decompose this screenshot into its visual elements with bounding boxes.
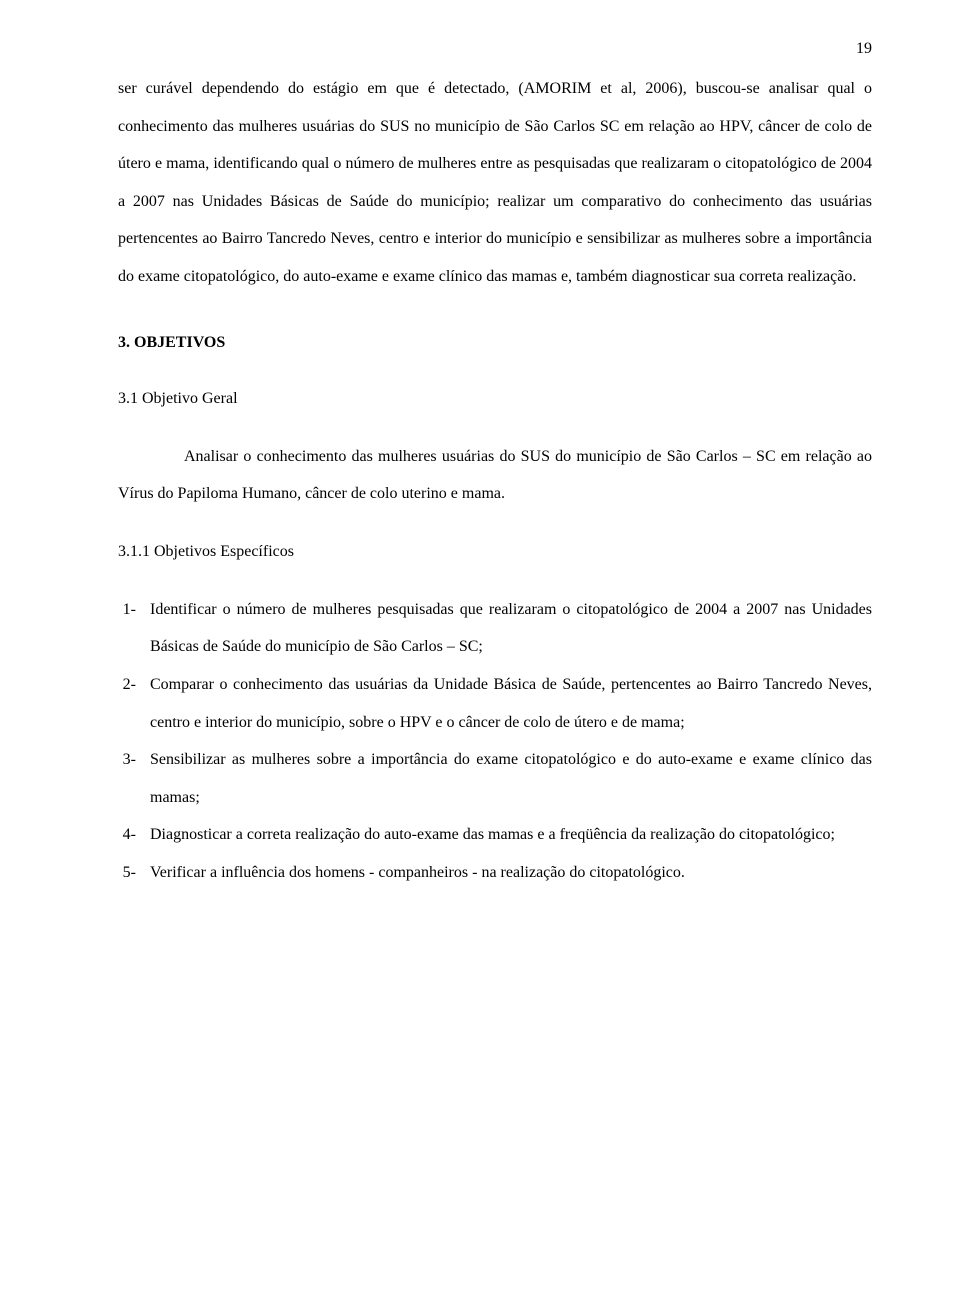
body-paragraph: ser curável dependendo do estágio em que… <box>118 70 872 296</box>
subsection-heading-objetivos-especificos: 3.1.1 Objetivos Específicos <box>118 543 872 561</box>
page: 19 ser curável dependendo do estágio em … <box>0 0 960 1312</box>
page-number: 19 <box>856 40 872 58</box>
list-item: Identificar o número de mulheres pesquis… <box>144 591 872 666</box>
subsection-heading-objetivo-geral: 3.1 Objetivo Geral <box>118 390 872 408</box>
list-item: Verificar a influência dos homens - comp… <box>144 854 872 892</box>
section-heading-objetivos: 3. OBJETIVOS <box>118 334 872 352</box>
objetivo-geral-text: Analisar o conhecimento das mulheres usu… <box>118 448 872 503</box>
list-item: Diagnosticar a correta realização do aut… <box>144 816 872 854</box>
list-item: Comparar o conhecimento das usuárias da … <box>144 666 872 741</box>
objetivos-especificos-list: Identificar o número de mulheres pesquis… <box>118 591 872 892</box>
objetivo-geral-paragraph: Analisar o conhecimento das mulheres usu… <box>118 438 872 513</box>
list-item: Sensibilizar as mulheres sobre a importâ… <box>144 741 872 816</box>
